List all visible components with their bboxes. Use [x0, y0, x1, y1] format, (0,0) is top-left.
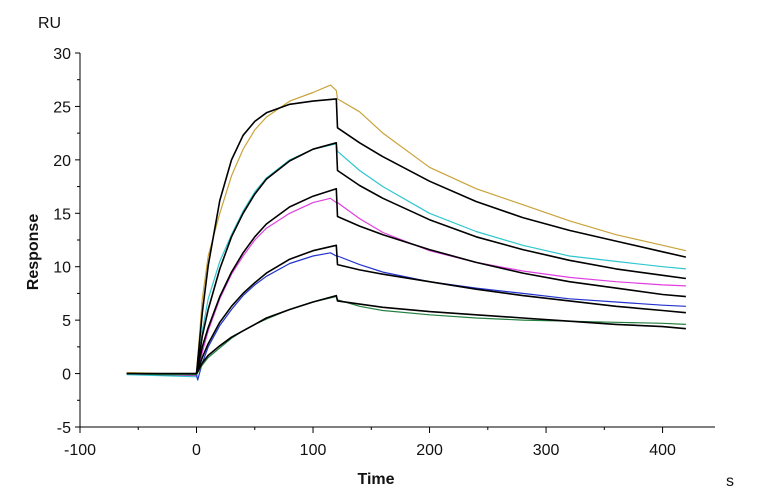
series-data-4	[126, 252, 686, 381]
series-fit-2	[195, 142, 687, 374]
series-data-5	[126, 296, 686, 376]
y-tick-label: 15	[53, 206, 71, 223]
y-tick-label: 20	[53, 153, 71, 170]
y-tick-label: 30	[53, 46, 71, 63]
x-tick-label: 200	[416, 442, 443, 459]
series-fit-5	[195, 294, 686, 374]
x-tick-label: 100	[300, 442, 327, 459]
x-tick-label: -100	[64, 442, 96, 459]
x-unit-label: s	[726, 473, 734, 490]
y-axis-title: Response	[25, 214, 42, 291]
series-data-3	[126, 197, 686, 377]
x-tick-label: 300	[533, 442, 560, 459]
series-fit-3	[195, 187, 686, 374]
y-tick-label: 25	[53, 99, 71, 116]
y-unit-label: RU	[38, 15, 61, 32]
x-tick-label: 400	[649, 442, 676, 459]
x-axis-title: Time	[357, 471, 394, 488]
axes: -5 0 5 10 15 20 25 30 -100 0 100 200 300 400	[53, 46, 715, 459]
plot-area	[126, 84, 687, 381]
series-data-1	[126, 84, 687, 376]
y-tick-label: -5	[57, 420, 71, 437]
x-tick-label: 0	[192, 442, 201, 459]
y-tick-label: 0	[62, 367, 71, 384]
y-tick-label: 5	[62, 313, 71, 330]
series-fit-1	[126, 98, 687, 375]
series-fit-4	[195, 244, 686, 374]
y-tick-label: 10	[53, 260, 71, 277]
